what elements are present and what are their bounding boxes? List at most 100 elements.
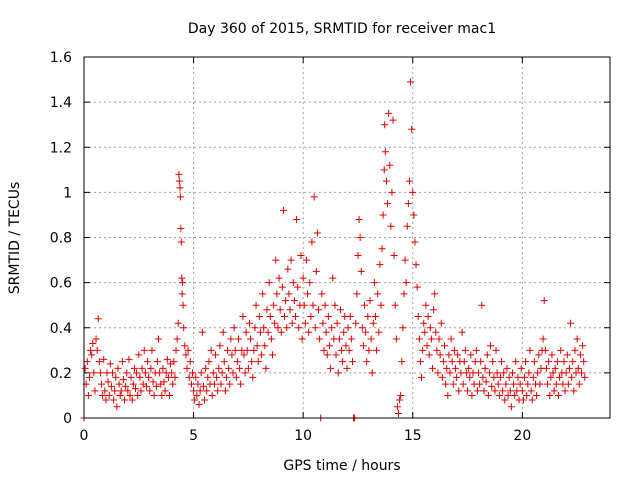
data-point <box>342 342 350 350</box>
data-point <box>493 369 501 377</box>
data-point <box>325 342 333 350</box>
data-point <box>484 391 492 399</box>
data-point <box>569 358 577 366</box>
data-point <box>343 364 351 372</box>
data-point <box>175 177 183 185</box>
data-point <box>249 373 257 381</box>
data-point <box>551 364 559 372</box>
data-point <box>557 346 565 354</box>
data-point <box>421 328 429 336</box>
data-point <box>272 256 280 264</box>
data-point <box>335 335 343 343</box>
data-point <box>574 364 582 372</box>
data-point <box>250 346 258 354</box>
data-point <box>158 391 166 399</box>
data-point <box>163 355 171 363</box>
data-point <box>252 301 260 309</box>
data-point <box>358 324 366 332</box>
data-point <box>243 346 251 354</box>
x-tick-label: 5 <box>189 428 198 444</box>
data-point <box>385 109 393 117</box>
data-point <box>402 279 410 287</box>
data-point <box>123 369 131 377</box>
y-tick-label: 0.8 <box>50 231 72 247</box>
data-point <box>270 301 278 309</box>
data-point <box>344 324 352 332</box>
data-point <box>122 382 130 390</box>
data-point <box>104 378 112 386</box>
data-point <box>478 301 486 309</box>
data-point <box>319 319 327 327</box>
data-point <box>545 358 553 366</box>
data-point <box>165 391 173 399</box>
data-point <box>196 387 204 395</box>
data-point <box>137 387 145 395</box>
data-point <box>432 328 440 336</box>
data-point <box>118 358 126 366</box>
data-point <box>121 396 129 404</box>
data-point <box>396 396 404 404</box>
data-point <box>328 324 336 332</box>
data-point <box>148 346 156 354</box>
data-point <box>579 342 587 350</box>
data-point <box>300 301 308 309</box>
data-point <box>307 312 315 320</box>
data-point <box>144 358 152 366</box>
data-point <box>263 306 271 314</box>
data-point <box>324 312 332 320</box>
data-point <box>541 346 549 354</box>
data-point <box>169 380 177 388</box>
data-point <box>289 279 297 287</box>
data-point <box>178 290 186 298</box>
data-point <box>489 358 497 366</box>
data-point <box>359 342 367 350</box>
data-point <box>304 290 312 298</box>
data-point <box>546 391 554 399</box>
data-point <box>345 346 353 354</box>
data-point <box>145 373 153 381</box>
data-point <box>562 369 570 377</box>
data-point <box>264 328 272 336</box>
data-point <box>505 373 513 381</box>
data-point <box>286 306 294 314</box>
data-point <box>560 358 568 366</box>
data-point <box>521 373 529 381</box>
data-point <box>519 396 527 404</box>
data-point <box>320 346 328 354</box>
data-point <box>136 373 144 381</box>
data-point <box>356 234 364 241</box>
data-point <box>287 256 295 264</box>
data-point <box>338 346 346 354</box>
data-point <box>371 312 379 320</box>
data-point <box>480 387 488 395</box>
data-point <box>387 222 395 230</box>
data-point <box>185 373 193 381</box>
data-point <box>245 319 253 327</box>
data-point <box>310 193 318 201</box>
data-point <box>204 373 212 381</box>
data-point <box>393 403 401 411</box>
data-point <box>449 380 457 388</box>
data-point <box>216 342 224 350</box>
data-point <box>556 373 564 381</box>
data-point <box>544 380 552 388</box>
data-point <box>188 369 196 377</box>
data-point <box>487 342 495 350</box>
data-point <box>279 206 287 214</box>
data-point <box>190 387 198 395</box>
tick-labels: 0 0.2 0.4 0.6 0.8 1 1.2 1.4 1.6 0 5 10 15 20 <box>50 50 610 444</box>
data-point <box>413 283 421 291</box>
data-point <box>315 306 323 314</box>
data-point <box>173 335 181 343</box>
data-point <box>464 387 472 395</box>
data-point <box>106 360 114 368</box>
data-point <box>194 380 202 388</box>
data-point <box>160 378 168 386</box>
data-point <box>339 358 347 366</box>
data-point <box>554 391 562 399</box>
data-point <box>481 364 489 372</box>
data-point <box>299 274 307 282</box>
data-point <box>448 358 456 366</box>
data-point <box>256 328 264 336</box>
data-point <box>460 358 468 366</box>
